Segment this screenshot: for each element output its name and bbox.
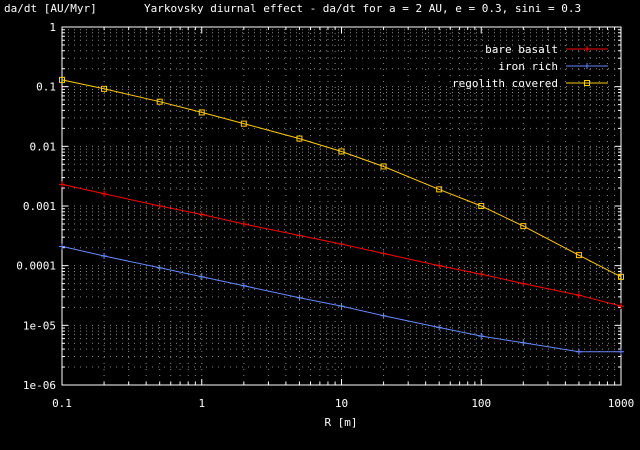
y-tick-label: 1e-05 [23, 319, 56, 332]
legend-marker [584, 80, 590, 86]
data-point [478, 203, 485, 209]
data-point [338, 303, 345, 310]
data-point [296, 294, 303, 301]
x-tick-label: 100 [471, 397, 491, 410]
data-point [436, 186, 443, 193]
legend-label: bare basalt [485, 43, 558, 56]
data-point [575, 292, 582, 299]
data-point [156, 264, 163, 271]
data-point [380, 312, 387, 319]
series-regolith-covered [59, 76, 624, 280]
legend-marker [584, 63, 590, 69]
axis-ticks [61, 26, 622, 386]
legend-marker [584, 46, 590, 52]
data-point [198, 211, 205, 218]
data-point [240, 220, 247, 227]
legend: bare basalt iron rich regolith covered [452, 43, 608, 90]
data-point [338, 241, 345, 248]
data-point [478, 271, 485, 278]
data-point [59, 243, 65, 250]
data-point [478, 333, 485, 340]
y-tick-label: 0.0001 [16, 260, 56, 273]
legend-label: iron rich [498, 60, 558, 73]
data-point [575, 348, 582, 355]
data-point [101, 85, 108, 92]
data-point [436, 262, 443, 269]
series-line [61, 79, 622, 278]
y-tick-label: 0.001 [23, 200, 56, 213]
data-point [240, 120, 247, 127]
chart-title: Yarkovsky diurnal effect - da/dt for a =… [144, 2, 581, 15]
data-point [59, 181, 65, 188]
data-point [380, 250, 387, 257]
data-point [380, 163, 387, 170]
data-point [618, 348, 624, 355]
y-axis-label: da/dt [AU/Myr] [4, 2, 97, 15]
data-point [618, 303, 624, 310]
legend-label: regolith covered [452, 77, 558, 90]
y-tick-labels: 1e-06 1e-05 0.0001 0.001 0.01 0.1 1 [16, 21, 56, 392]
x-tick-label: 0.1 [52, 397, 72, 410]
data-point [156, 203, 163, 209]
data-point [240, 282, 247, 289]
data-point [520, 223, 527, 230]
data-point [156, 98, 163, 105]
data-point [198, 273, 205, 280]
x-axis-label: R [m] [324, 416, 357, 429]
data-point [520, 280, 527, 287]
data-point [296, 135, 303, 142]
x-tick-label: 1000 [608, 397, 635, 410]
y-tick-label: 1 [49, 21, 56, 34]
data-point [338, 148, 345, 155]
y-tick-label: 0.1 [36, 81, 56, 94]
data-point [296, 232, 303, 239]
x-tick-label: 1 [198, 397, 205, 410]
data-point [101, 190, 108, 197]
series-bare-basalt [59, 181, 624, 310]
data-point [198, 109, 205, 116]
x-tick-label: 10 [335, 397, 348, 410]
data-point [575, 252, 582, 259]
series-line [61, 245, 621, 353]
x-tick-labels: 0.1 1 10 100 1000 [52, 397, 634, 410]
data-point [59, 76, 65, 83]
series-iron-rich [59, 243, 624, 355]
y-tick-label: 1e-06 [23, 379, 56, 392]
data-point [520, 339, 527, 346]
data-point [101, 253, 108, 260]
data-point [436, 324, 443, 331]
data-point [618, 273, 624, 280]
y-tick-label: 0.01 [30, 140, 57, 153]
series-layer [59, 76, 624, 355]
